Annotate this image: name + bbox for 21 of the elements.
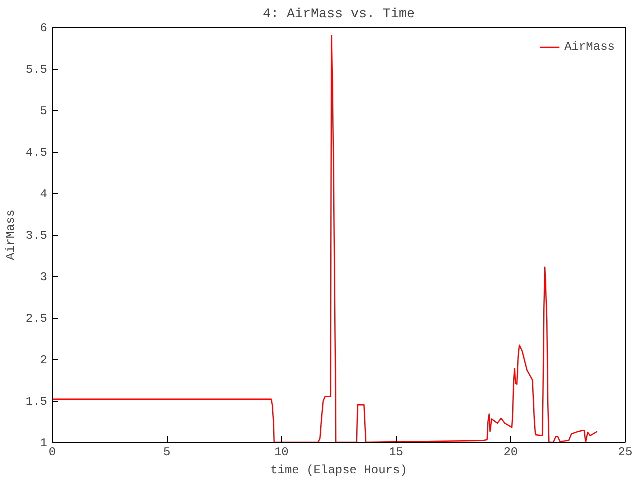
legend-label: AirMass (564, 40, 615, 54)
x-tick-label: 25 (618, 446, 633, 460)
y-tick-label: 3.5 (26, 229, 48, 243)
y-tick-label: 2 (40, 354, 48, 368)
x-tick-label: 0 (48, 446, 56, 460)
x-tick-label: 5 (164, 446, 171, 460)
y-tick-label: 5 (40, 104, 48, 118)
y-tick-label: 5.5 (26, 63, 48, 77)
x-tick-label: 10 (274, 446, 289, 460)
y-tick-label: 1.5 (26, 395, 48, 409)
x-tick-label: 20 (504, 446, 518, 460)
y-tick-label: 3 (40, 270, 48, 284)
y-tick-label: 2.5 (26, 312, 48, 326)
y-axis-title: AirMass (4, 210, 18, 260)
y-tick-label: 4 (40, 188, 48, 202)
y-tick-label: 6 (40, 22, 48, 36)
x-tick-label: 15 (389, 446, 404, 460)
y-tick-label: 1 (40, 436, 48, 450)
y-tick-label: 4.5 (26, 146, 48, 160)
chart-title: 4: AirMass vs. Time (263, 8, 415, 22)
x-axis-title: time (Elapse Hours) (270, 464, 408, 478)
